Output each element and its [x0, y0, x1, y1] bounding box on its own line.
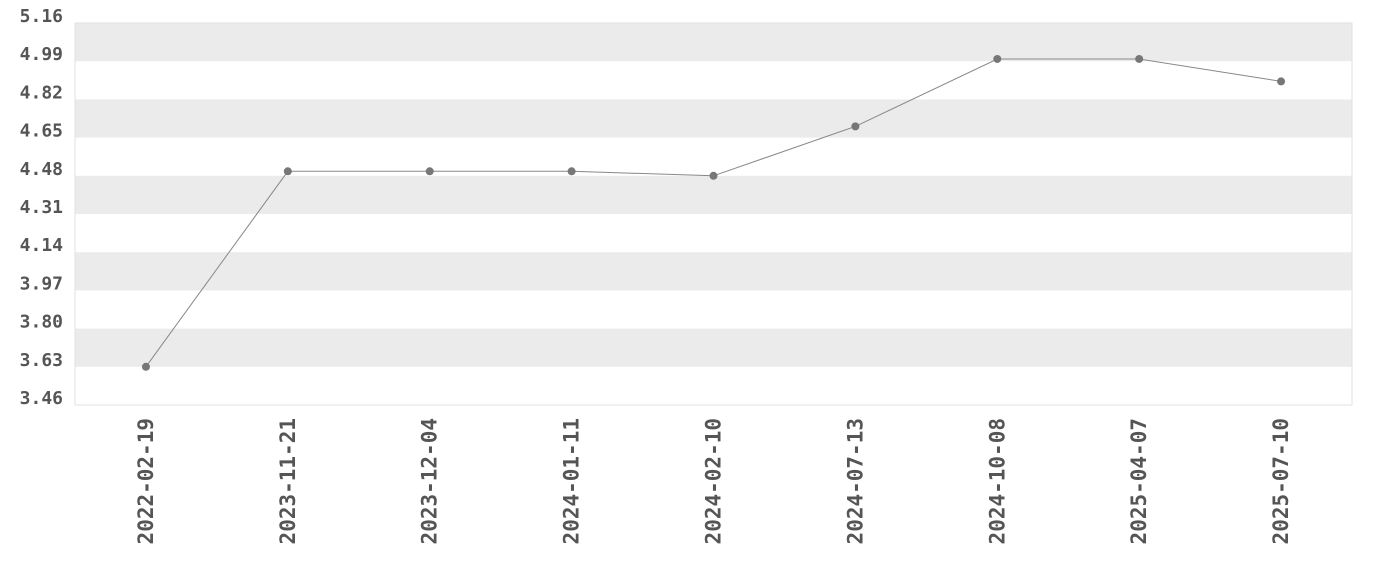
x-tick-label: 2023-12-04	[418, 418, 442, 544]
x-tick-label: 2023-11-21	[276, 418, 300, 544]
y-tick-label: 3.63	[20, 350, 63, 371]
y-tick-label: 3.46	[20, 388, 63, 409]
x-tick-label: 2024-10-08	[985, 418, 1009, 544]
grid-band	[75, 328, 1352, 367]
data-point	[993, 54, 1002, 63]
data-point	[283, 167, 292, 176]
data-point	[851, 122, 860, 131]
x-tick-label: 2025-07-10	[1269, 418, 1293, 544]
x-tick-label: 2024-01-11	[560, 418, 584, 544]
grid-band	[75, 252, 1352, 291]
data-point	[1135, 54, 1144, 63]
data-point	[425, 167, 434, 176]
x-tick-label: 2024-07-13	[843, 418, 867, 544]
y-tick-label: 3.97	[20, 273, 63, 294]
y-tick-label: 4.99	[20, 44, 63, 65]
grid-band	[75, 23, 1352, 62]
y-tick-label: 4.48	[20, 159, 63, 180]
y-tick-label: 4.14	[20, 235, 64, 256]
x-tick-label: 2022-02-19	[134, 418, 158, 544]
data-point	[141, 362, 150, 371]
y-tick-label: 4.65	[20, 121, 63, 142]
y-tick-label: 5.16	[20, 6, 63, 27]
y-tick-label: 4.31	[20, 197, 63, 218]
data-point	[567, 167, 576, 176]
grid-band	[75, 99, 1352, 138]
x-tick-label: 2025-04-07	[1127, 418, 1151, 544]
grid-band	[75, 175, 1352, 214]
data-point	[1277, 77, 1286, 86]
y-tick-label: 3.80	[20, 312, 63, 333]
y-tick-label: 4.82	[20, 82, 63, 103]
x-tick-label: 2024-02-10	[702, 418, 726, 544]
plot-border	[74, 22, 1353, 406]
data-point	[709, 171, 718, 180]
